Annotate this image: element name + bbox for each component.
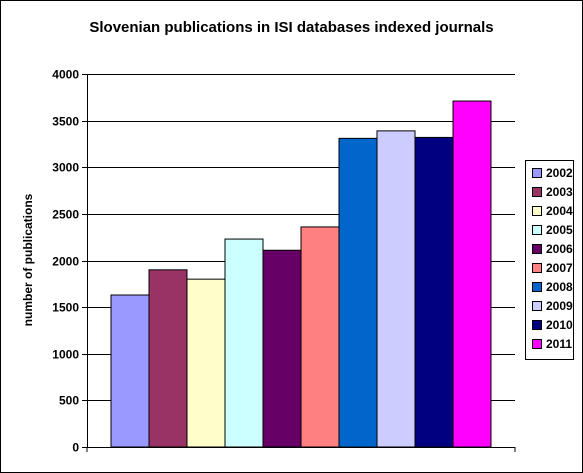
y-tick-label: 2000 <box>52 255 79 269</box>
legend-swatch <box>532 263 542 273</box>
bar-2007 <box>300 226 340 448</box>
bar-2004 <box>186 278 226 448</box>
y-tick-label: 0 <box>72 441 79 455</box>
legend-label: 2010 <box>546 318 573 332</box>
legend-item-2003: 2003 <box>532 185 573 199</box>
bar-2008 <box>338 137 378 448</box>
y-tick-label: 3000 <box>52 161 79 175</box>
legend-item-2004: 2004 <box>532 204 573 218</box>
y-tick-label: 500 <box>59 394 79 408</box>
legend-label: 2011 <box>546 337 573 351</box>
bar-2005 <box>224 238 264 448</box>
y-tick-label: 2500 <box>52 208 79 222</box>
legend-item-2006: 2006 <box>532 242 573 256</box>
bar-2011 <box>452 100 492 448</box>
bar-2006 <box>262 249 302 448</box>
y-tick-label: 1000 <box>52 348 79 362</box>
legend-item-2005: 2005 <box>532 223 573 237</box>
legend-swatch <box>532 339 542 349</box>
legend-swatch <box>532 187 542 197</box>
legend-label: 2002 <box>546 166 573 180</box>
bar-2002 <box>110 294 150 448</box>
y-tick-label: 3500 <box>52 115 79 129</box>
bar-2003 <box>148 269 188 448</box>
legend-swatch <box>532 301 542 311</box>
legend-label: 2003 <box>546 185 573 199</box>
legend-item-2002: 2002 <box>532 166 573 180</box>
legend-swatch <box>532 168 542 178</box>
legend-swatch <box>532 244 542 254</box>
bar-2009 <box>376 130 416 448</box>
legend-item-2010: 2010 <box>532 318 573 332</box>
legend-item-2009: 2009 <box>532 299 573 313</box>
legend-swatch <box>532 282 542 292</box>
legend-label: 2007 <box>546 261 573 275</box>
legend-swatch <box>532 206 542 216</box>
legend-label: 2006 <box>546 242 573 256</box>
legend-label: 2004 <box>546 204 573 218</box>
bar-2010 <box>414 136 454 448</box>
legend-item-2011: 2011 <box>532 337 572 351</box>
legend-swatch <box>532 320 542 330</box>
legend-label: 2009 <box>546 299 573 313</box>
legend-label: 2005 <box>546 223 573 237</box>
legend-item-2008: 2008 <box>532 280 573 294</box>
legend-label: 2008 <box>546 280 573 294</box>
y-tick-label: 1500 <box>52 301 79 315</box>
chart-title: Slovenian publications in ISI databases … <box>89 19 494 36</box>
y-tick-label: 4000 <box>52 68 79 82</box>
chart-legend: 2002 2003 2004 2005 2006 2007 2008 2009 2010 2011 <box>525 160 574 360</box>
legend-item-2007: 2007 <box>532 261 573 275</box>
legend-swatch <box>532 225 542 235</box>
